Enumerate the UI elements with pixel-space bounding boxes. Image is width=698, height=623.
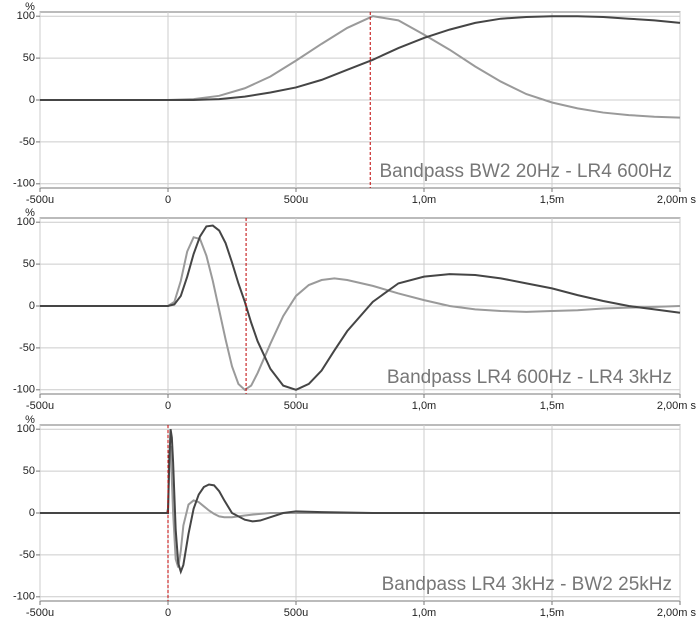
y-tick-label: -100 <box>13 591 35 603</box>
x-tick-label: 500u <box>284 194 308 206</box>
line-series <box>40 224 681 391</box>
x-tick-label: 2,00m s <box>657 194 697 206</box>
x-tick-label: 1,0m <box>412 400 436 412</box>
y-axis-label: % <box>25 414 35 426</box>
x-tick-label: 1,0m <box>412 194 436 206</box>
y-tick-label: -100 <box>13 178 35 190</box>
y-tick-label: 0 <box>29 94 35 106</box>
x-tick-label: 0 <box>165 400 171 412</box>
y-tick-label: -50 <box>19 342 35 354</box>
line-series <box>40 429 680 575</box>
x-tick-label: -500u <box>26 607 54 619</box>
x-tick-label: 2,00m s <box>657 607 697 619</box>
y-axis-label: % <box>25 207 35 219</box>
y-tick-label: 50 <box>23 52 35 64</box>
y-tick-label: 0 <box>29 507 35 519</box>
x-tick-label: 500u <box>284 607 308 619</box>
x-tick-label: 2,00m s <box>657 400 697 412</box>
line-series <box>40 445 680 568</box>
y-tick-label: 100 <box>17 216 35 228</box>
chart-title: Bandpass LR4 3kHz - BW2 25kHz <box>382 574 672 595</box>
y-tick-label: 100 <box>17 423 35 435</box>
x-tick-label: 1,5m <box>540 194 564 206</box>
y-tick-label: 50 <box>23 258 35 270</box>
y-tick-label: 100 <box>17 10 35 22</box>
y-tick-label: -50 <box>19 136 35 148</box>
chart-title: Bandpass BW2 20Hz - LR4 600Hz <box>379 161 672 182</box>
y-tick-label: -100 <box>13 384 35 396</box>
x-tick-label: 1,5m <box>540 400 564 412</box>
chart-title: Bandpass LR4 600Hz - LR4 3kHz <box>387 367 672 388</box>
y-tick-label: -50 <box>19 549 35 561</box>
line-series <box>40 236 681 392</box>
y-tick-label: 50 <box>23 465 35 477</box>
x-tick-label: 1,5m <box>540 607 564 619</box>
x-tick-label: 0 <box>165 194 171 206</box>
x-tick-label: 500u <box>284 400 308 412</box>
x-tick-label: 0 <box>165 607 171 619</box>
x-tick-label: -500u <box>26 400 54 412</box>
x-tick-label: 1,0m <box>412 607 436 619</box>
y-axis-label: % <box>25 1 35 13</box>
y-tick-label: 0 <box>29 300 35 312</box>
line-series <box>40 15 681 101</box>
x-tick-label: -500u <box>26 194 54 206</box>
line-series <box>40 15 681 119</box>
